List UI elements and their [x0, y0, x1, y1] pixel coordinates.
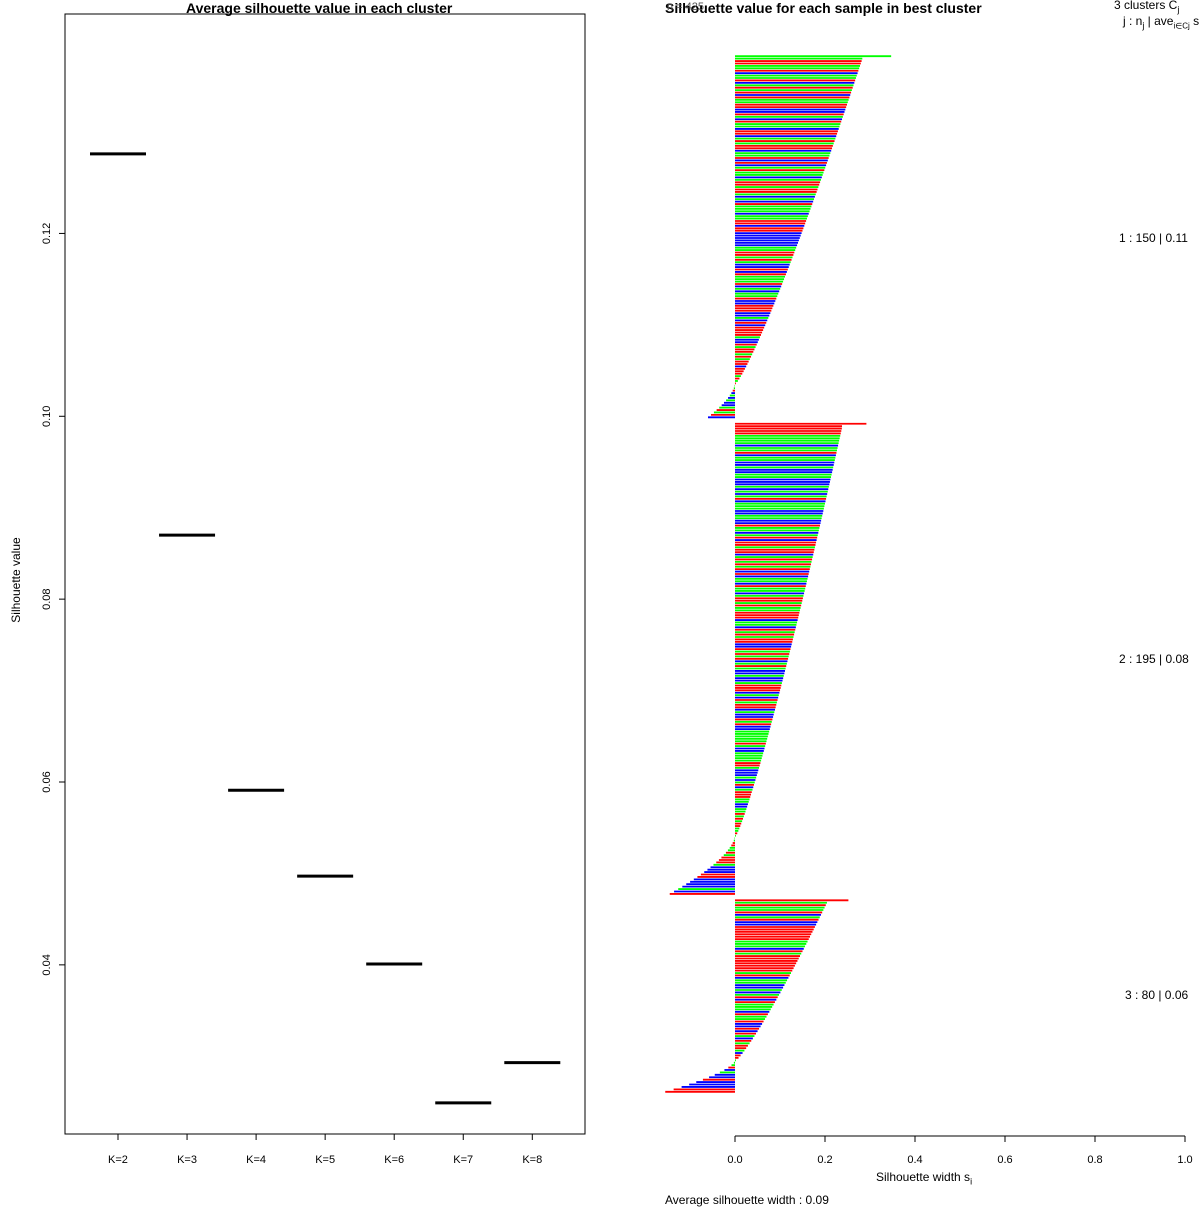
- x-tick-label: K=6: [384, 1154, 404, 1166]
- y-tick-label: 0.08: [41, 588, 53, 609]
- x-tick-label: 0.4: [907, 1154, 922, 1166]
- right-x-axis-label: Silhouette width si: [876, 1170, 973, 1187]
- legend-header-line2: j : nj | avei∈Cj s: [1123, 14, 1200, 31]
- y-tick-label: 0.04: [41, 954, 53, 975]
- left-chart-title: Average silhouette value in each cluster: [186, 0, 453, 16]
- x-tick-label: K=5: [315, 1154, 335, 1166]
- cluster-2-label: 2 : 195 | 0.08: [1119, 652, 1189, 666]
- y-tick-label: 0.10: [41, 406, 53, 427]
- x-tick-label: K=3: [177, 1154, 197, 1166]
- cluster-3-label: 3 : 80 | 0.06: [1125, 988, 1189, 1002]
- x-tick-label: 0.2: [817, 1154, 832, 1166]
- legend-header-line1: 3 clusters Cj: [1114, 0, 1180, 15]
- x-tick-label: K=8: [522, 1154, 542, 1166]
- right-chart-title: Silhouette value for each sample in best…: [665, 0, 982, 16]
- x-tick-label: K=7: [453, 1154, 473, 1166]
- y-tick-label: 0.12: [41, 223, 53, 244]
- x-tick-label: K=2: [108, 1154, 128, 1166]
- x-tick-label: 0.8: [1087, 1154, 1102, 1166]
- x-tick-label: 0.0: [727, 1154, 742, 1166]
- x-tick-label: K=4: [246, 1154, 266, 1166]
- x-tick-label: 1.0: [1177, 1154, 1192, 1166]
- y-tick-label: 0.06: [41, 771, 53, 792]
- n-overlay-text: n = 425: [667, 1, 705, 13]
- x-tick-label: 0.6: [997, 1154, 1012, 1166]
- average-silhouette-footer: Average silhouette width : 0.09: [665, 1193, 829, 1207]
- left-chart-svg: 0.04 0.06 0.08 0.10 0.12 K=2 K=3 K=4 K=5 K=6 K=7 K=…: [41, 13, 586, 1166]
- cluster-1-label: 1 : 150 | 0.11: [1119, 231, 1188, 245]
